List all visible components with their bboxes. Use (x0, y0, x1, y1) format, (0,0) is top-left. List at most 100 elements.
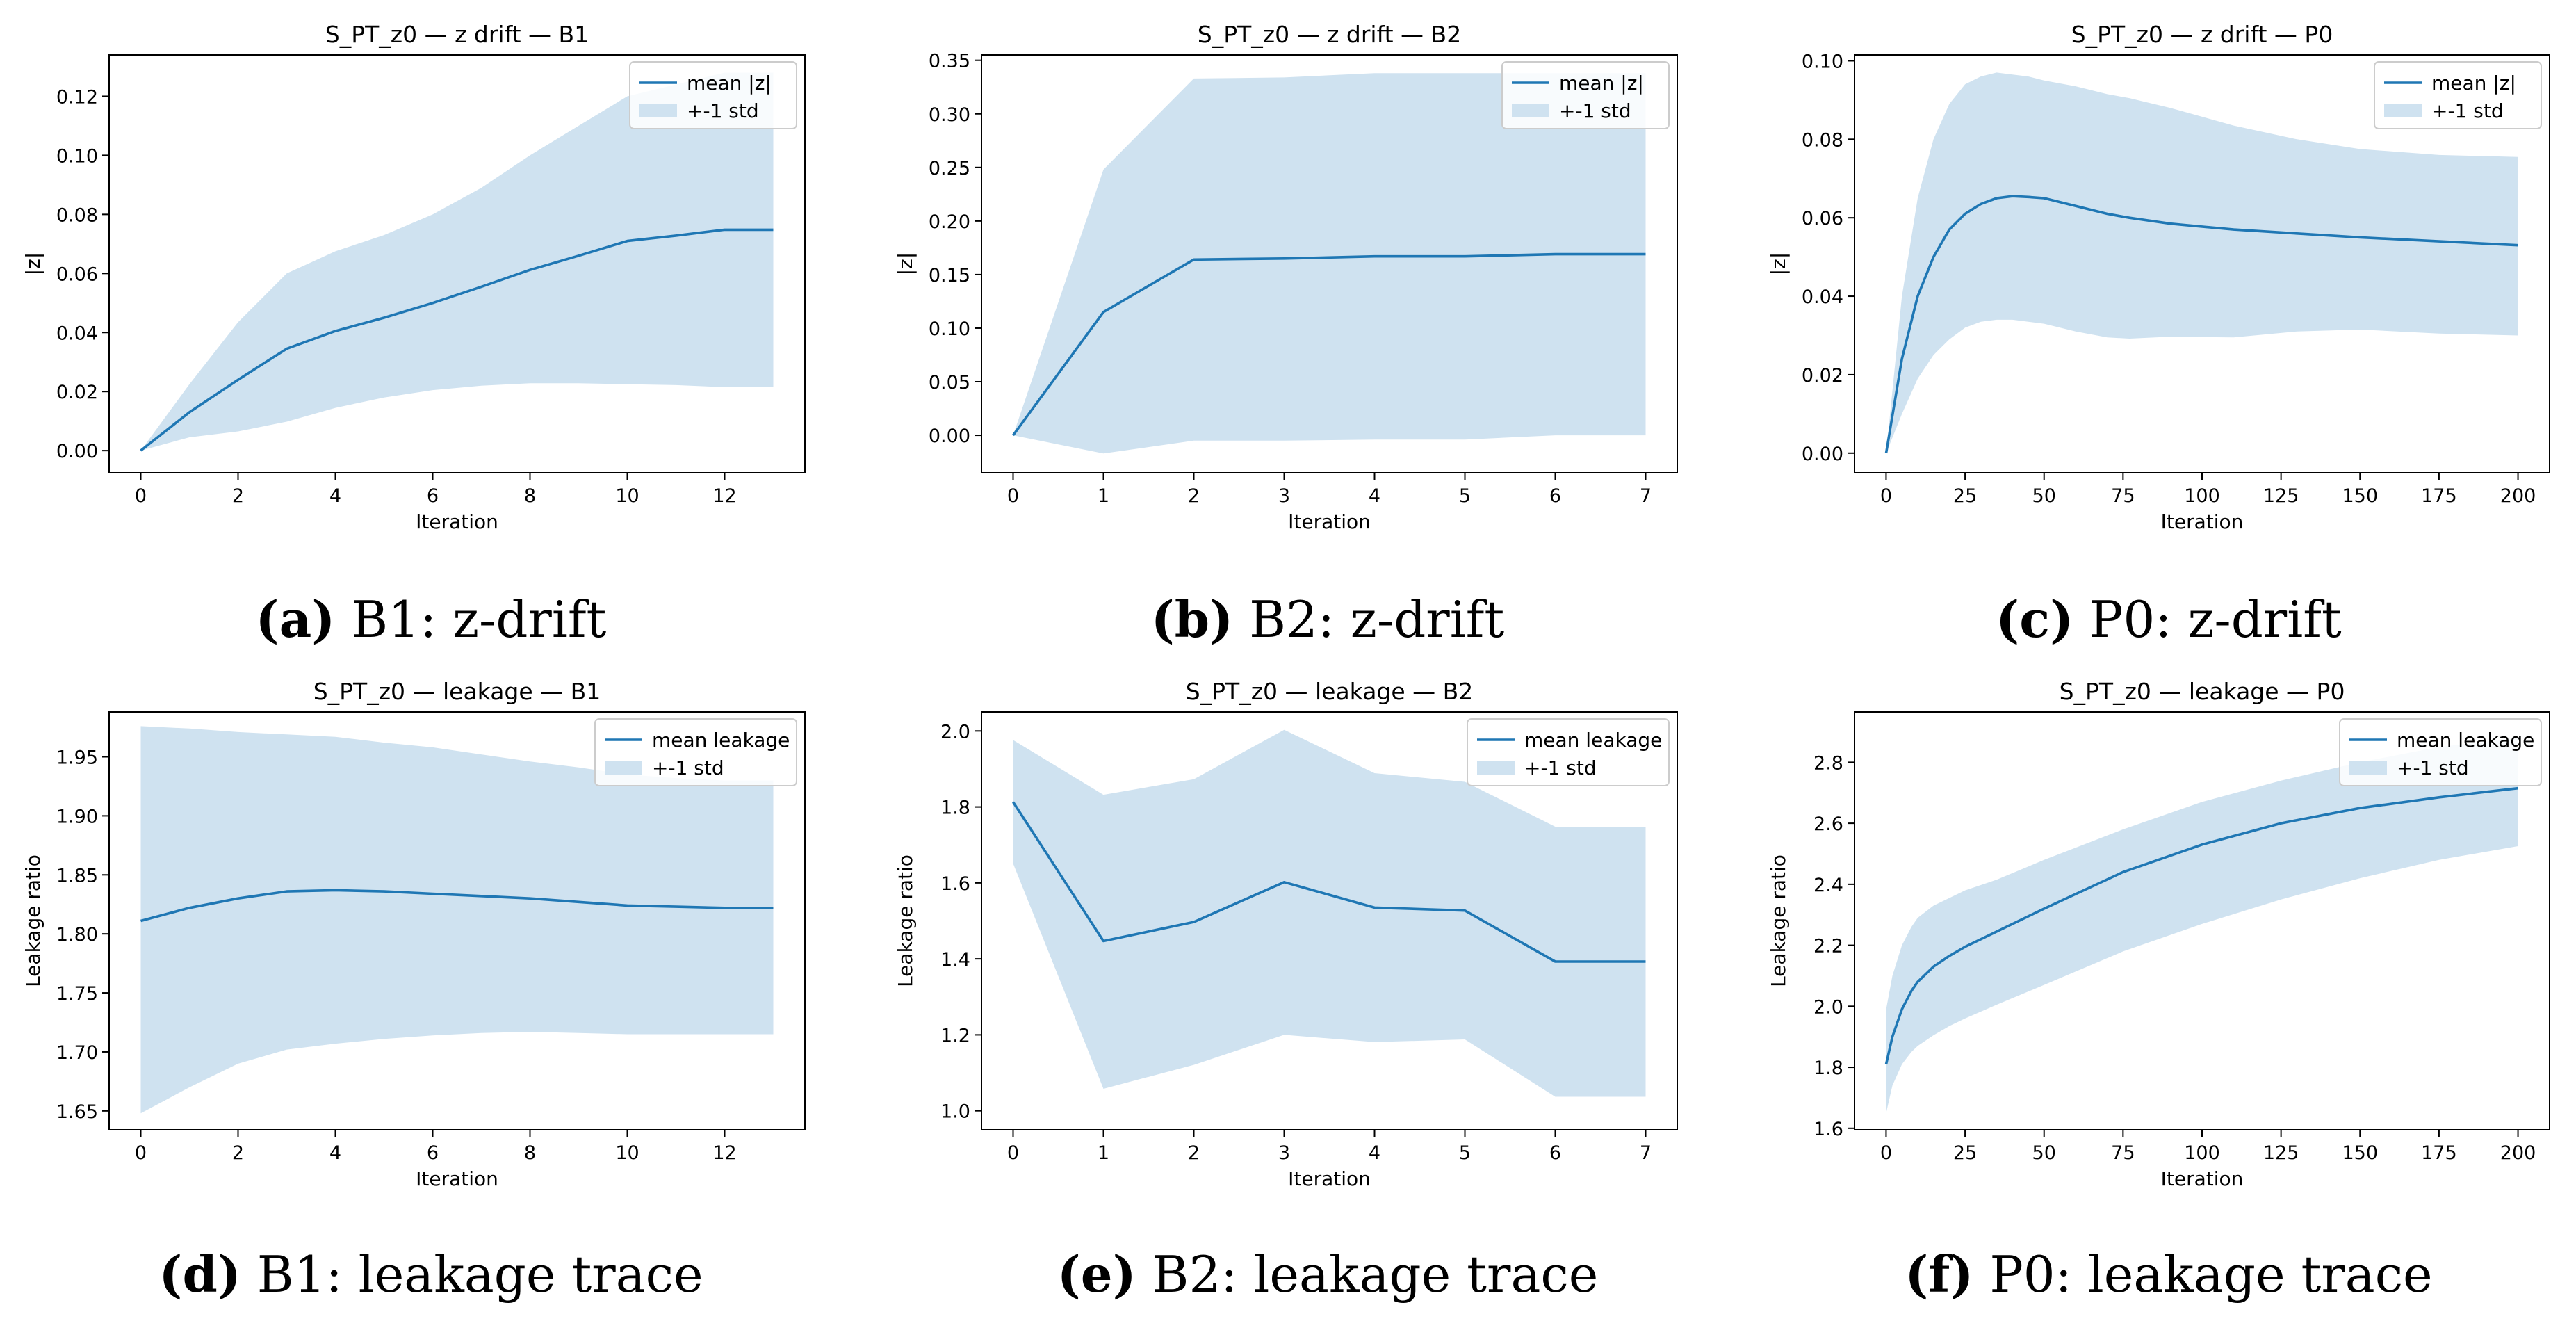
chart-title-a: S_PT_z0 — z drift — B1 (325, 21, 589, 48)
x-tick-label: 2 (232, 1142, 244, 1164)
y-tick-label: 1.4 (940, 949, 970, 971)
y-axis-label-c: |z| (1767, 252, 1790, 276)
x-tick-label: 4 (329, 1142, 341, 1164)
chart-c: 0 25 50 75 100 125 150 175 200 0.00 0.02 0.04 0.06 0.… (1767, 21, 2550, 533)
x-tick-label: 4 (1369, 485, 1380, 507)
mean-line-e (1011, 801, 1646, 963)
y-tick-label: 2.2 (1813, 936, 1843, 957)
legend-label-mean: mean |z| (2431, 72, 2516, 95)
caption-f: (f) P0: leakage trace (1752, 1245, 2576, 1304)
x-axis-label-b: Iteration (1288, 510, 1371, 533)
y-tick-label: 0.08 (1802, 129, 1843, 151)
chart-b: 0 1 2 3 4 5 6 7 0.00 0.05 0.10 0.15 0.20 0.25 0.30 0.35… (894, 21, 1678, 533)
y-tick-label: 1.8 (940, 797, 970, 819)
y-tick-label: 1.2 (940, 1025, 970, 1046)
caption-f-text: P0: leakage trace (1989, 1245, 2433, 1304)
y-tick-label: 1.70 (56, 1042, 98, 1064)
caption-b-text: B2: z-drift (1249, 590, 1505, 649)
x-axis-label-c: Iteration (2161, 510, 2244, 533)
x-tick-label: 50 (2032, 485, 2056, 507)
y-tick-label: 0.06 (56, 264, 98, 285)
caption-d: (d) B1: leakage trace (14, 1245, 848, 1304)
y-tick-label: 0.10 (1802, 51, 1843, 72)
y-tick-label: 1.75 (56, 983, 98, 1005)
chart-title-c: S_PT_z0 — z drift — P0 (2071, 21, 2333, 48)
y-tick-label: 1.8 (1813, 1057, 1843, 1079)
x-tick-label: 150 (2342, 1142, 2378, 1164)
legend-band-swatch (2349, 761, 2387, 775)
x-tick-label: 175 (2421, 485, 2457, 507)
y-tick-label: 0.00 (56, 441, 98, 462)
chart-title-f: S_PT_z0 — leakage — P0 (2060, 678, 2345, 705)
plot-frame-a (108, 54, 806, 473)
caption-f-label: (f) (1905, 1245, 1974, 1304)
y-tick-label: 0.30 (929, 104, 970, 126)
y-tick-label: 1.90 (56, 806, 98, 827)
y-tick-label: 0.15 (929, 265, 970, 286)
y-axis-label-a: |z| (22, 252, 44, 276)
legend-label-std: +-1 std (652, 756, 724, 779)
x-tick-label: 1 (1098, 485, 1109, 507)
caption-c-text: P0: z-drift (2089, 590, 2342, 649)
y-tick-label: 1.65 (56, 1101, 98, 1123)
chart-title-e: S_PT_z0 — leakage — B2 (1186, 678, 1474, 705)
x-tick-label: 125 (2263, 485, 2299, 507)
x-tick-label: 200 (2500, 485, 2536, 507)
x-tick-label: 12 (712, 485, 736, 507)
x-tick-label: 10 (615, 485, 639, 507)
y-tick-label: 0.10 (929, 318, 970, 340)
caption-a-label: (a) (255, 590, 336, 649)
std-band-d (140, 726, 774, 1114)
x-tick-label: 200 (2500, 1142, 2536, 1164)
caption-d-label: (d) (158, 1245, 241, 1304)
legend-d: mean leakage +-1 std (594, 718, 797, 786)
x-tick-label: 125 (2263, 1142, 2299, 1164)
legend-f: mean leakage +-1 std (2339, 718, 2542, 786)
mean-line-c (1884, 195, 2518, 454)
legend-band-swatch (605, 761, 642, 775)
caption-e-label: (e) (1057, 1245, 1136, 1304)
legend-label-std: +-1 std (1524, 756, 1597, 779)
x-tick-label: 6 (427, 1142, 439, 1164)
x-tick-label: 10 (615, 1142, 639, 1164)
x-axis-label-a: Iteration (416, 510, 498, 533)
x-tick-label: 5 (1459, 485, 1471, 507)
x-tick-label: 2 (1188, 485, 1200, 507)
caption-a: (a) B1: z-drift (14, 590, 848, 649)
x-tick-label: 4 (329, 485, 341, 507)
y-tick-label: 0.02 (56, 382, 98, 403)
chart-a: 0 2 4 6 8 10 12 0.00 0.02 0.04 0.06 0.08 0.10 0.12 S_P… (22, 21, 806, 533)
y-tick-label: 0.04 (1802, 286, 1843, 308)
x-tick-label: 175 (2421, 1142, 2457, 1164)
chart-f: 0 25 50 75 100 125 150 175 200 1.6 1.8 2.0 2.2 2.4 2.6… (1767, 678, 2550, 1190)
legend-label-mean: mean |z| (1559, 72, 1644, 95)
x-tick-label: 0 (1007, 1142, 1019, 1164)
x-tick-label: 0 (1007, 485, 1019, 507)
caption-e-text: B2: leakage trace (1152, 1245, 1599, 1304)
caption-e: (e) B2: leakage trace (911, 1245, 1745, 1304)
legend-band-swatch (1512, 104, 1549, 117)
legend-band-swatch (1477, 761, 1515, 775)
x-tick-label: 7 (1640, 1142, 1652, 1164)
y-axis-label-e: Leakage ratio (894, 854, 917, 987)
y-tick-label: 1.0 (940, 1101, 970, 1123)
mean-line-a (140, 228, 774, 452)
y-tick-label: 1.80 (56, 924, 98, 946)
y-tick-label: 0.04 (56, 323, 98, 344)
y-tick-label: 2.0 (1813, 996, 1843, 1018)
caption-b: (b) B2: z-drift (911, 590, 1745, 649)
legend-label-std: +-1 std (1559, 99, 1631, 122)
caption-b-label: (b) (1150, 590, 1234, 649)
x-tick-label: 150 (2342, 485, 2378, 507)
std-band-a (140, 72, 774, 451)
legend-e: mean leakage +-1 std (1467, 718, 1670, 786)
std-band-e (1013, 729, 1646, 1097)
x-axis-label-f: Iteration (2161, 1167, 2244, 1190)
mean-line-b (1012, 252, 1646, 437)
y-tick-label: 0.05 (929, 372, 970, 394)
legend-box (594, 718, 797, 786)
chart-title-d: S_PT_z0 — leakage — B1 (313, 678, 601, 705)
x-tick-label: 5 (1459, 1142, 1471, 1164)
x-tick-label: 0 (135, 485, 147, 507)
